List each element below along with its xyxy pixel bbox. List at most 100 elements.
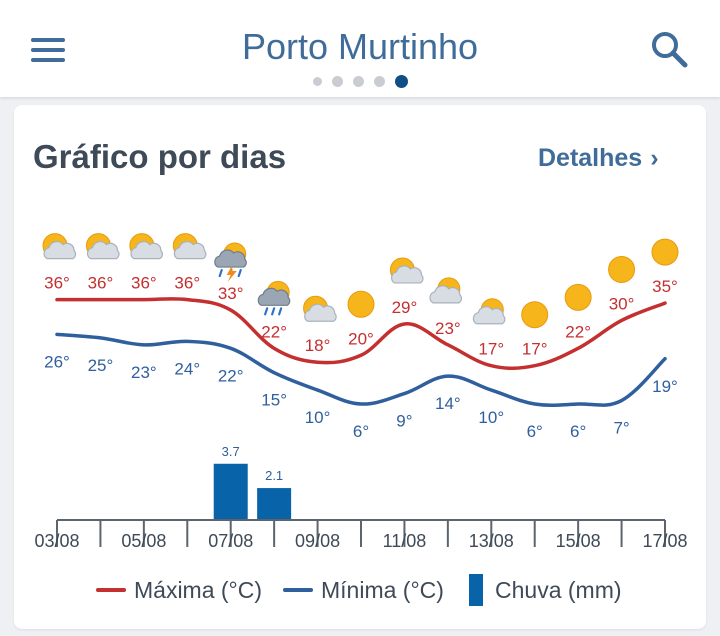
max-temp-label: 23°: [435, 319, 461, 338]
cloud-shape: [130, 241, 163, 260]
cloudy-icon: [429, 277, 462, 304]
legend-swatch: [469, 574, 483, 606]
min-temp-label: 10°: [478, 408, 504, 427]
max-temp-label: 33°: [218, 284, 244, 303]
cloud-shape: [429, 285, 462, 304]
cloud-shape: [214, 249, 247, 268]
min-temp-label: 9°: [396, 412, 412, 431]
city-title: Porto Murtinho: [241, 26, 479, 67]
cloud-shape: [391, 265, 424, 284]
x-tick-label: 17/08: [642, 531, 687, 551]
legend-item: Chuva (mm): [469, 572, 622, 608]
max-temp-label: 20°: [348, 329, 374, 348]
cloud-shape: [257, 287, 291, 306]
search-icon[interactable]: [648, 28, 692, 72]
rain-drop: [264, 307, 269, 316]
min-temp-label: 7°: [613, 419, 629, 438]
max-temp-label: 22°: [565, 322, 591, 341]
max-temp-label: 36°: [88, 274, 114, 293]
x-tick-label: 05/08: [121, 531, 166, 551]
cloud-shape: [304, 303, 337, 322]
page-dot[interactable]: [394, 75, 408, 88]
min-temp-label: 19°: [652, 377, 678, 396]
cloud-shape: [472, 306, 506, 325]
max-temp-label: 35°: [652, 277, 678, 296]
legend-label: Máxima (°C): [134, 576, 263, 603]
x-tick-label: 11/08: [383, 531, 427, 551]
sun-shape: [651, 238, 679, 266]
legend-swatch: [283, 588, 313, 592]
sunny-icon: [521, 301, 549, 329]
min-temp-label: 23°: [131, 363, 157, 382]
rain-value-label: 3.7: [222, 444, 240, 459]
max-temp-label: 36°: [44, 274, 70, 293]
partly-cloudy-icon: [389, 257, 424, 284]
thunderstorm-icon: [214, 242, 247, 283]
sun-shape: [608, 255, 636, 283]
rain-drop: [271, 307, 276, 316]
details-label: Detalhes: [538, 144, 643, 172]
rain-drop: [237, 268, 242, 278]
page-dot[interactable]: [373, 76, 385, 87]
legend-swatch: [96, 588, 126, 592]
min-temp-label: 6°: [527, 422, 543, 441]
legend-item: Máxima (°C): [96, 572, 262, 608]
sunny-icon: [347, 290, 375, 318]
lightning-bolt: [226, 266, 237, 283]
partly-cloudy-icon: [85, 233, 120, 260]
rain-drop: [278, 307, 283, 316]
daily-chart: 3.7 2.1 03/08 05/08 07/08 09/08 11/08 13/08 15/0…: [34, 233, 688, 551]
sunny-icon: [608, 255, 636, 283]
rain-icon: [257, 280, 291, 316]
x-tick-label: 07/08: [208, 531, 253, 551]
partly-cloudy-icon: [172, 233, 207, 260]
card-title: Gráfico por dias: [33, 138, 287, 175]
min-temp-label: 25°: [88, 356, 114, 375]
x-tick-label: 09/08: [295, 531, 340, 551]
page-dot[interactable]: [312, 77, 322, 86]
cloud-shape: [87, 241, 120, 260]
min-temp-label: 14°: [435, 394, 461, 413]
max-temp-label: 18°: [305, 336, 331, 355]
min-temp-line: [55, 332, 667, 408]
details-link[interactable]: Detalhes ›: [538, 144, 659, 173]
rain-bar: [257, 488, 292, 520]
max-temp-label: 29°: [392, 298, 418, 317]
max-temp-label: 17°: [478, 340, 504, 359]
sun-shape: [564, 283, 592, 311]
app-bar: Porto Murtinho: [0, 0, 720, 97]
chevron-right-icon: ›: [650, 144, 659, 172]
max-temp-line: [55, 297, 667, 371]
min-temp-label: 24°: [174, 359, 200, 378]
legend-label: Mínima (°C): [321, 576, 444, 603]
min-temp-label: 6°: [570, 422, 586, 441]
min-temp-label: 15°: [261, 391, 287, 410]
partly-cloudy-icon: [42, 233, 77, 260]
page-dot[interactable]: [352, 76, 364, 87]
x-tick-label: 03/08: [34, 531, 79, 551]
cloud-shape: [43, 241, 77, 260]
page-indicator[interactable]: [0, 75, 720, 88]
chart-legend: Máxima (°C) Mínima (°C) Chuva (mm): [0, 572, 720, 608]
sun-shape: [521, 301, 549, 329]
min-temp-label: 22°: [218, 366, 244, 385]
rain-bar: [213, 463, 248, 520]
sunny-icon: [651, 238, 679, 266]
sunny-icon: [564, 283, 592, 311]
x-tick-label: 15/08: [556, 531, 601, 551]
sun-shape: [347, 290, 375, 318]
max-temp-label: 36°: [174, 274, 200, 293]
menu-icon[interactable]: [28, 30, 70, 66]
max-temp-label: 30°: [609, 294, 635, 313]
legend-label: Chuva (mm): [495, 576, 622, 603]
rain-value-label: 2.1: [265, 468, 283, 483]
rain-drop: [218, 268, 223, 278]
partly-cloudy-icon: [129, 233, 163, 260]
max-temp-label: 22°: [261, 322, 287, 341]
x-tick-label: 13/08: [469, 531, 514, 551]
min-temp-label: 26°: [44, 352, 70, 371]
max-temp-label: 36°: [131, 274, 157, 293]
page-dot[interactable]: [331, 76, 343, 87]
cloudy-icon: [472, 298, 506, 325]
max-temp-label: 17°: [522, 340, 548, 359]
